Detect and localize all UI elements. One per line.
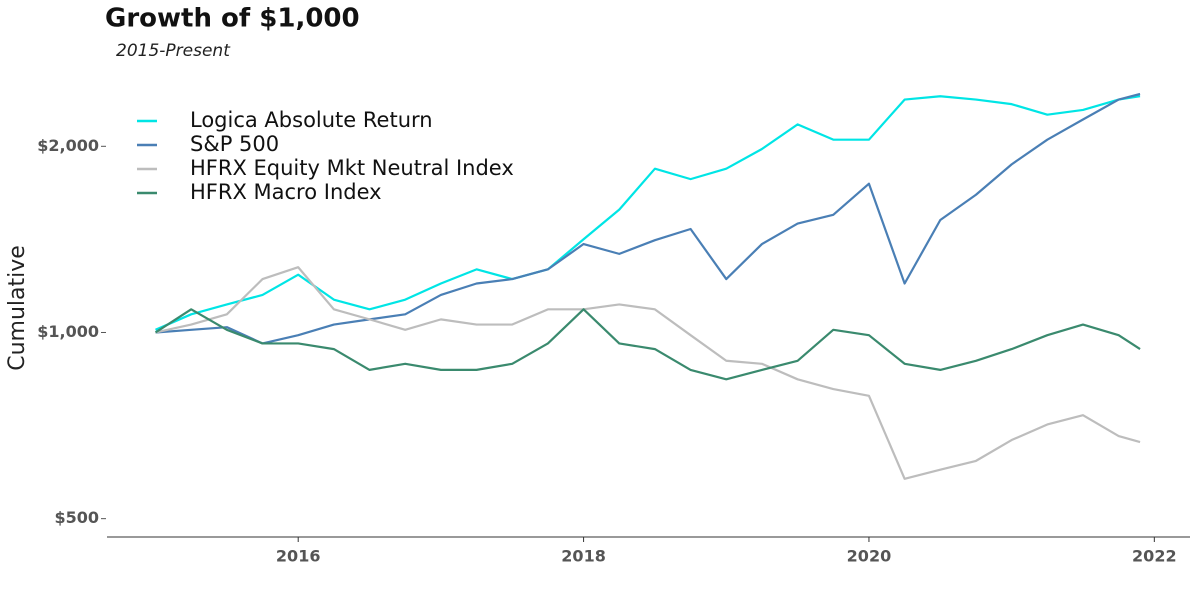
legend-label: HFRX Macro Index (190, 180, 382, 204)
x-tick-label: 2020 (847, 547, 892, 566)
series-line (155, 92, 1141, 345)
chart-title: Growth of $1,000 (105, 4, 360, 34)
legend-label: S&P 500 (190, 132, 279, 156)
x-tick-label: 2022 (1132, 547, 1177, 566)
legend-label: HFRX Equity Mkt Neutral Index (190, 156, 514, 180)
y-tick-label: $500 (54, 508, 99, 527)
legend-label: Logica Absolute Return (190, 108, 433, 132)
series-line (154, 308, 1141, 381)
y-tick-label: $1,000 (37, 322, 99, 341)
y-tick-label: $2,000 (37, 136, 99, 155)
series-line (155, 266, 1141, 480)
x-tick-label: 2018 (561, 547, 606, 566)
x-tick-label: 2016 (276, 547, 321, 566)
y-axis-label: Cumulative (5, 245, 30, 371)
chart-subtitle: 2015-Present (116, 41, 231, 61)
series-line (155, 95, 1141, 331)
